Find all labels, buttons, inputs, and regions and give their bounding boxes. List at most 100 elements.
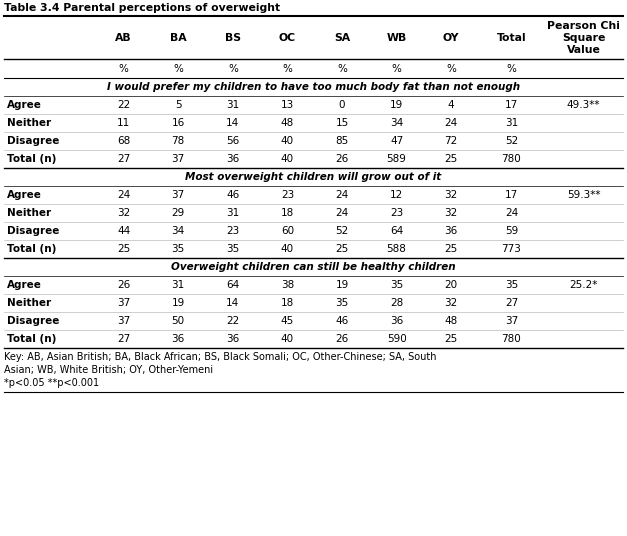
Text: %: % [283, 64, 292, 74]
Text: Total: Total [497, 33, 526, 43]
Text: 19: 19 [172, 298, 185, 308]
Text: 27: 27 [117, 154, 130, 164]
Text: 35: 35 [226, 244, 240, 254]
Text: 31: 31 [226, 100, 240, 110]
Text: Total (n): Total (n) [7, 334, 56, 344]
Text: 40: 40 [281, 136, 294, 146]
Text: %: % [507, 64, 517, 74]
Text: 25.2*: 25.2* [569, 280, 598, 290]
Text: %: % [228, 64, 238, 74]
Text: 27: 27 [117, 334, 130, 344]
Text: Agree: Agree [7, 190, 42, 200]
Text: 13: 13 [281, 100, 294, 110]
Text: 36: 36 [445, 226, 458, 236]
Text: Table 3.4 Parental perceptions of overweight: Table 3.4 Parental perceptions of overwe… [4, 3, 280, 13]
Text: 28: 28 [390, 298, 403, 308]
Text: 25: 25 [445, 154, 458, 164]
Text: 40: 40 [281, 334, 294, 344]
Text: 24: 24 [335, 190, 349, 200]
Text: 47: 47 [390, 136, 403, 146]
Text: %: % [173, 64, 183, 74]
Text: 20: 20 [445, 280, 458, 290]
Text: %: % [119, 64, 129, 74]
Text: 35: 35 [335, 298, 349, 308]
Text: 26: 26 [335, 334, 349, 344]
Text: 24: 24 [505, 208, 518, 218]
Text: 16: 16 [172, 118, 185, 128]
Text: 48: 48 [445, 316, 458, 326]
Text: 780: 780 [502, 154, 521, 164]
Text: 37: 37 [117, 316, 130, 326]
Text: 23: 23 [226, 226, 240, 236]
Text: SA: SA [334, 33, 350, 43]
Text: 32: 32 [117, 208, 130, 218]
Text: 72: 72 [445, 136, 458, 146]
Text: 19: 19 [335, 280, 349, 290]
Text: 22: 22 [117, 100, 130, 110]
Text: Neither: Neither [7, 208, 51, 218]
Text: Neither: Neither [7, 298, 51, 308]
Text: 35: 35 [172, 244, 185, 254]
Text: 52: 52 [335, 226, 349, 236]
Text: Disagree: Disagree [7, 136, 60, 146]
Text: 14: 14 [226, 118, 240, 128]
Text: BS: BS [225, 33, 241, 43]
Text: 37: 37 [172, 154, 185, 164]
Text: AB: AB [115, 33, 132, 43]
Text: 37: 37 [172, 190, 185, 200]
Text: 590: 590 [387, 334, 406, 344]
Text: 34: 34 [172, 226, 185, 236]
Text: 25: 25 [117, 244, 130, 254]
Text: Key: AB, Asian British; BA, Black African; BS, Black Somali; OC, Other-Chinese; : Key: AB, Asian British; BA, Black Africa… [4, 352, 436, 362]
Text: 24: 24 [117, 190, 130, 200]
Text: 11: 11 [117, 118, 130, 128]
Text: 5: 5 [175, 100, 182, 110]
Text: 15: 15 [335, 118, 349, 128]
Text: 31: 31 [172, 280, 185, 290]
Text: 35: 35 [505, 280, 518, 290]
Text: 12: 12 [390, 190, 403, 200]
Text: %: % [337, 64, 347, 74]
Text: 26: 26 [335, 154, 349, 164]
Text: 25: 25 [445, 334, 458, 344]
Text: 32: 32 [445, 208, 458, 218]
Text: 25: 25 [335, 244, 349, 254]
Text: 56: 56 [226, 136, 240, 146]
Text: 60: 60 [281, 226, 294, 236]
Text: 27: 27 [505, 298, 518, 308]
Text: 19: 19 [390, 100, 403, 110]
Text: 78: 78 [172, 136, 185, 146]
Text: 31: 31 [505, 118, 518, 128]
Text: Most overweight children will grow out of it: Most overweight children will grow out o… [186, 173, 441, 182]
Text: Total (n): Total (n) [7, 244, 56, 254]
Text: 18: 18 [281, 298, 294, 308]
Text: Disagree: Disagree [7, 226, 60, 236]
Text: 59: 59 [505, 226, 518, 236]
Text: 588: 588 [387, 244, 406, 254]
Text: 18: 18 [281, 208, 294, 218]
Text: 34: 34 [390, 118, 403, 128]
Text: 45: 45 [281, 316, 294, 326]
Text: 14: 14 [226, 298, 240, 308]
Text: 0: 0 [339, 100, 345, 110]
Text: Overweight children can still be healthy children: Overweight children can still be healthy… [171, 263, 456, 272]
Text: BA: BA [170, 33, 186, 43]
Text: 36: 36 [226, 154, 240, 164]
Text: 36: 36 [390, 316, 403, 326]
Text: 68: 68 [117, 136, 130, 146]
Text: 36: 36 [172, 334, 185, 344]
Text: %: % [446, 64, 456, 74]
Text: 773: 773 [502, 244, 521, 254]
Text: 37: 37 [505, 316, 518, 326]
Text: 22: 22 [226, 316, 240, 326]
Text: 64: 64 [390, 226, 403, 236]
Text: 49.3**: 49.3** [567, 100, 601, 110]
Text: %: % [392, 64, 401, 74]
Text: 85: 85 [335, 136, 349, 146]
Text: 24: 24 [445, 118, 458, 128]
Text: 32: 32 [445, 298, 458, 308]
Text: 24: 24 [335, 208, 349, 218]
Text: 17: 17 [505, 100, 518, 110]
Text: *p<0.05 **p<0.001: *p<0.05 **p<0.001 [4, 378, 99, 388]
Text: 780: 780 [502, 334, 521, 344]
